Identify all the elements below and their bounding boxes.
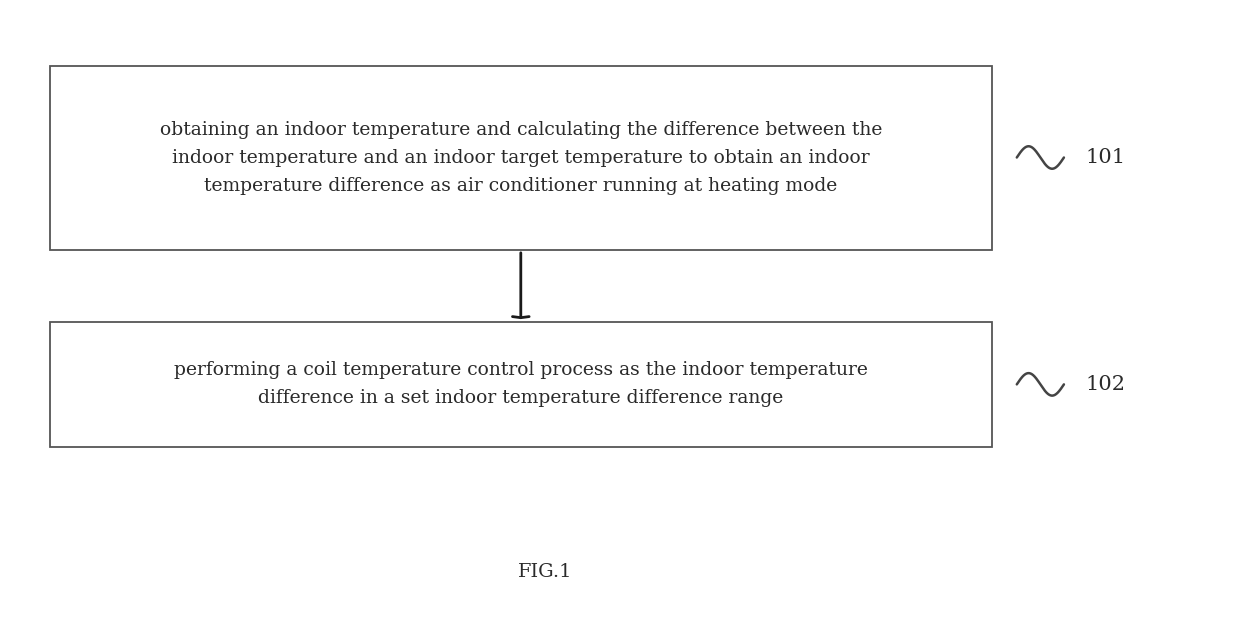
- Text: FIG.1: FIG.1: [518, 563, 573, 581]
- Text: performing a coil temperature control process as the indoor temperature
differen: performing a coil temperature control pr…: [174, 361, 868, 408]
- FancyBboxPatch shape: [50, 66, 992, 250]
- Text: 102: 102: [1085, 375, 1125, 394]
- Text: obtaining an indoor temperature and calculating the difference between the
indoo: obtaining an indoor temperature and calc…: [160, 121, 882, 194]
- Text: 101: 101: [1085, 148, 1125, 167]
- FancyBboxPatch shape: [50, 322, 992, 447]
